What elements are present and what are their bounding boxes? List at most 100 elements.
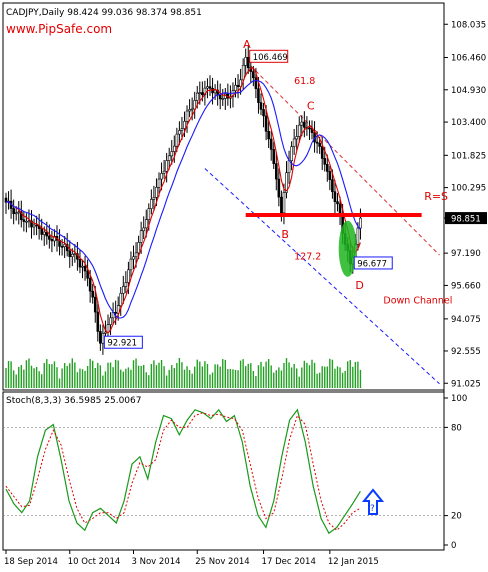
candle-body xyxy=(180,128,184,131)
candle-body xyxy=(328,171,332,180)
candle-body xyxy=(88,277,92,292)
price-label-box xyxy=(103,335,143,349)
candle-body xyxy=(157,178,161,188)
candle-body xyxy=(257,88,260,103)
candle-body xyxy=(201,92,204,96)
wave-label: 61.8 xyxy=(294,76,315,87)
wave-label: R=S xyxy=(424,190,448,203)
candle-body xyxy=(139,230,143,243)
candle-body xyxy=(303,121,306,128)
candle-body xyxy=(165,160,168,172)
candle-body xyxy=(333,191,337,202)
stoch-k-line xyxy=(5,408,361,535)
candle-body xyxy=(137,242,140,254)
candle-body xyxy=(287,160,291,174)
candle-body xyxy=(277,178,281,198)
candle-body xyxy=(315,141,319,144)
candle-body xyxy=(241,65,245,81)
candle-body xyxy=(359,217,362,229)
candle-body xyxy=(195,92,199,101)
price-axis-ticks: 108.035 106.460 104.930 103.400 101.825 100.2… xyxy=(444,20,487,389)
candle-body xyxy=(274,163,278,180)
annotations: 106.469 92.921 96.677 A B C D 61.8 127.2 R=S Down … xyxy=(103,38,452,349)
current-price-tag xyxy=(445,212,487,225)
candle-body xyxy=(106,324,110,333)
candle-body xyxy=(198,92,202,94)
candle-body xyxy=(295,136,299,140)
candle-body xyxy=(68,250,72,258)
candle-body xyxy=(132,256,135,260)
candle-body xyxy=(53,235,56,242)
price-label-text: 96.677 xyxy=(357,259,387,269)
candle-body xyxy=(142,227,145,232)
candle-body xyxy=(292,138,296,147)
candle-body xyxy=(114,312,117,314)
candle-body xyxy=(178,130,181,135)
price-tick-label: 104.930 xyxy=(451,86,486,96)
candle-body xyxy=(109,317,112,325)
candle-body xyxy=(150,199,153,209)
down-channel-lines xyxy=(204,60,440,385)
candle-body xyxy=(264,115,268,132)
candle-body xyxy=(86,270,89,279)
candle-body xyxy=(134,252,138,258)
candle-body xyxy=(280,196,283,214)
time-axis-ticks: 18 Sep 2014 10 Oct 2014 3 Nov 2014 25 Nov 2… xyxy=(4,550,379,567)
candle-body xyxy=(185,110,189,122)
candle-body xyxy=(262,109,265,117)
time-tick-label: 18 Sep 2014 xyxy=(4,557,58,567)
candle-body xyxy=(40,228,44,235)
candle-body xyxy=(147,208,151,220)
candle-body xyxy=(50,239,54,242)
candle-body xyxy=(27,220,31,223)
candle-body xyxy=(122,286,125,294)
candle-body xyxy=(336,201,339,205)
candle-body xyxy=(60,246,64,248)
wave-label: B xyxy=(281,228,289,241)
candle-body xyxy=(188,109,191,112)
candle-body xyxy=(30,220,33,228)
candle-body xyxy=(213,89,217,94)
wave-label: C xyxy=(307,99,315,112)
candle-body xyxy=(78,258,82,268)
candle-body xyxy=(259,102,263,110)
fast-ma-line xyxy=(5,67,361,334)
wave-label: A xyxy=(243,38,251,51)
candle-body xyxy=(119,293,123,306)
candle-body xyxy=(83,265,87,272)
candle-body xyxy=(170,151,174,157)
candle-body xyxy=(14,212,18,215)
candle-body xyxy=(12,208,15,215)
candle-body xyxy=(162,170,166,174)
candle-body xyxy=(206,86,209,89)
candle-body xyxy=(208,86,212,89)
arrow-question-mark: ? xyxy=(370,504,375,514)
candle-body xyxy=(356,227,360,245)
candle-body xyxy=(272,149,276,164)
candlesticks xyxy=(4,45,362,355)
up-arrow-icon: ? xyxy=(361,488,385,515)
time-tick-label: 12 Jan 2015 xyxy=(328,557,379,567)
candle-body xyxy=(116,305,120,314)
time-tick-label: 17 Dec 2014 xyxy=(262,557,316,567)
stoch-title: Stoch(8,3,3) 36.5985 25.0067 xyxy=(6,396,141,406)
candle-body xyxy=(290,146,293,162)
candle-body xyxy=(35,224,38,227)
candle-body xyxy=(236,84,240,88)
candle-body xyxy=(234,84,237,91)
candle-body xyxy=(42,231,46,235)
wave-label: D xyxy=(355,279,363,292)
candle-body xyxy=(246,57,250,69)
price-tick-label: 95.660 xyxy=(451,281,481,291)
price-label-box xyxy=(249,49,289,63)
price-label-box xyxy=(353,256,393,270)
time-tick-label: 25 Nov 2014 xyxy=(195,557,249,567)
stoch-tick-label: 20 xyxy=(451,512,462,522)
candle-body xyxy=(173,145,176,152)
candle-body xyxy=(282,192,286,214)
candle-body xyxy=(285,172,288,193)
candle-body xyxy=(152,197,156,200)
